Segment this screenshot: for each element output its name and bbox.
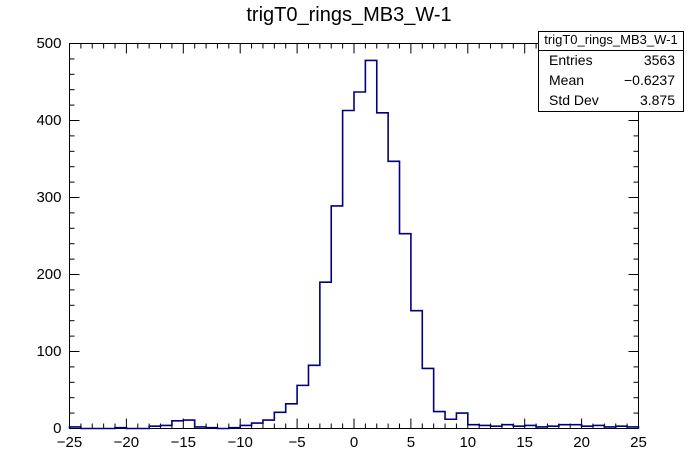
y-tick-label: 0 bbox=[53, 419, 62, 437]
x-tick-label: −15 bbox=[170, 433, 197, 451]
x-tick-label: −5 bbox=[288, 433, 306, 451]
stats-box-title: trigT0_rings_MB3_W-1 bbox=[539, 32, 683, 51]
stats-label-entries: Entries bbox=[549, 51, 593, 68]
stats-value-mean: −0.6237 bbox=[624, 71, 675, 88]
stats-label-mean: Mean bbox=[549, 71, 585, 88]
x-tick-label: 5 bbox=[406, 433, 416, 451]
stats-value-entries: 3563 bbox=[643, 51, 675, 68]
stats-value-stddev: 3.875 bbox=[639, 91, 675, 108]
x-tick-label: 10 bbox=[459, 433, 477, 451]
x-tick-label: 15 bbox=[516, 433, 534, 451]
y-tick-label: 400 bbox=[36, 111, 62, 129]
x-tick-label: −20 bbox=[113, 433, 140, 451]
stats-box: trigT0_rings_MB3_W-1 Entries 3563 Mean −… bbox=[538, 31, 684, 112]
x-tick-label: −10 bbox=[227, 433, 253, 451]
y-tick-label: 500 bbox=[36, 34, 62, 52]
stats-row-stddev: Std Dev 3.875 bbox=[539, 91, 683, 111]
histogram-outline bbox=[68, 59, 640, 430]
x-tick-label: 0 bbox=[349, 433, 359, 451]
stats-row-entries: Entries 3563 bbox=[539, 51, 683, 71]
page-title: trigT0_rings_MB3_W-1 bbox=[246, 4, 452, 26]
y-tick-label: 300 bbox=[36, 188, 62, 206]
x-tick-label: 25 bbox=[630, 433, 647, 451]
y-tick-label: 100 bbox=[36, 342, 62, 360]
stats-label-stddev: Std Dev bbox=[549, 91, 599, 108]
x-tick-label: 20 bbox=[573, 433, 590, 451]
x-tick-label: −25 bbox=[56, 433, 83, 451]
y-tick-label: 200 bbox=[36, 265, 62, 283]
stats-row-mean: Mean −0.6237 bbox=[539, 71, 683, 91]
